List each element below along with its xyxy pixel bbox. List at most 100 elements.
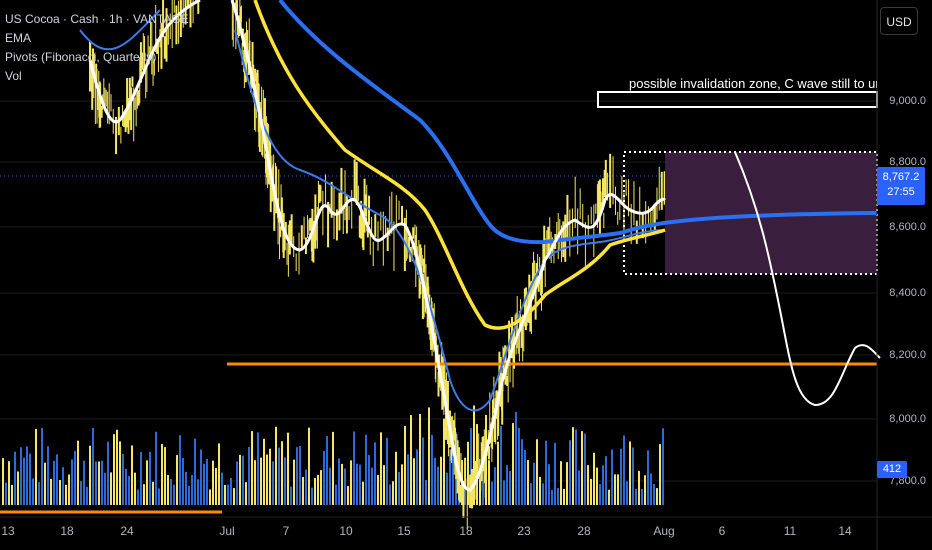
volume-bar: [509, 470, 511, 505]
volume-bar: [335, 484, 337, 505]
volume-bar: [488, 460, 490, 505]
volume-bar: [482, 466, 484, 505]
price-tick: 7,800.0: [889, 475, 926, 487]
volume-bar: [191, 475, 193, 505]
volume-bar: [380, 432, 382, 505]
volume-bar: [656, 488, 658, 505]
volume-bar: [596, 467, 598, 505]
volume-bar: [386, 437, 388, 505]
volume-bar: [629, 441, 631, 505]
volume-bar: [242, 455, 244, 505]
time-tick: 18: [60, 524, 74, 538]
legend-symbol[interactable]: US Cocoa · Cash · 1h · VANTAGE: [5, 12, 189, 26]
volume-bar: [224, 484, 226, 505]
time-tick: 28: [577, 524, 591, 538]
volume-bar: [188, 485, 190, 505]
volume-bar: [68, 474, 70, 505]
volume-bar: [59, 480, 61, 505]
volume-bar: [152, 481, 154, 505]
volume-bar: [446, 472, 448, 505]
volume-bar: [617, 474, 619, 505]
volume-bar: [404, 426, 406, 505]
time-tick: 18: [459, 524, 473, 538]
volume-bar: [173, 484, 175, 505]
volume-bar: [485, 442, 487, 505]
legend-ema[interactable]: EMA: [5, 31, 32, 45]
volume-bar: [230, 477, 232, 505]
volume-bar: [5, 482, 7, 505]
volume-bar: [296, 447, 298, 505]
volume-bar: [638, 470, 640, 505]
volume-bar: [470, 428, 472, 505]
volume-bar: [236, 461, 238, 505]
volume-bar: [287, 432, 289, 505]
volume-bar: [137, 489, 139, 505]
volume-bar: [266, 454, 268, 505]
volume-bar: [35, 428, 37, 505]
volume-bar: [413, 458, 415, 505]
volume-bar: [143, 484, 145, 505]
volume-bar: [350, 460, 352, 505]
ema-white: [88, 0, 667, 492]
time-tick: 13: [1, 524, 15, 538]
volume-bar: [53, 461, 55, 505]
volume-bar: [38, 482, 40, 505]
volume-bar: [155, 431, 157, 505]
volume-bar: [146, 460, 148, 505]
volume-bar: [584, 433, 586, 505]
volume-bar: [530, 483, 532, 505]
volume-bar: [515, 411, 517, 505]
volume-bar: [329, 467, 331, 505]
volume-bar: [158, 488, 160, 505]
volume-bar: [425, 480, 427, 505]
volume-bar: [524, 450, 526, 505]
volume-bar: [251, 431, 253, 505]
time-tick: Jul: [219, 524, 235, 538]
volume-bar: [623, 435, 625, 505]
volume-bar: [500, 426, 502, 505]
volume-bars: [2, 405, 664, 505]
volume-bar: [221, 472, 223, 505]
volume-bar: [116, 429, 118, 505]
volume-bar: [341, 463, 343, 505]
volume-bar: [65, 484, 67, 505]
ema-yellow: [253, 0, 666, 330]
volume-bar: [608, 489, 610, 505]
volume-bar: [371, 467, 373, 505]
volume-bar: [569, 440, 571, 505]
legend-pivots[interactable]: Pivots (Fibonacci, Quarterly): [5, 50, 157, 64]
volume-bar: [356, 463, 358, 505]
legend-vol[interactable]: Vol: [5, 69, 22, 83]
volume-bar: [272, 461, 274, 505]
volume-bar: [347, 486, 349, 505]
currency-button[interactable]: USD: [880, 7, 918, 35]
volume-bar: [659, 444, 661, 505]
time-tick: 10: [339, 524, 353, 538]
volume-bar: [308, 427, 310, 505]
volume-bar: [395, 451, 397, 505]
volume-bar: [497, 441, 499, 505]
volume-bar: [293, 459, 295, 505]
volume-bar: [401, 464, 403, 505]
volume-bar: [83, 460, 85, 505]
volume-bar: [422, 437, 424, 505]
volume-bar: [245, 482, 247, 505]
volume-bar: [302, 476, 304, 505]
volume-bar: [554, 442, 556, 505]
volume-bar: [545, 440, 547, 505]
volume-bar: [452, 438, 454, 505]
volume-bar: [119, 441, 121, 505]
volume-bar: [131, 445, 133, 505]
volume-bar: [491, 481, 493, 505]
volume-bar: [542, 483, 544, 505]
annotation-text[interactable]: possible invalidation zone, C wave still…: [629, 76, 877, 91]
time-tick: 15: [397, 524, 411, 538]
volume-bar: [392, 481, 394, 505]
time-tick: 11: [783, 524, 797, 538]
volume-bar: [269, 448, 271, 505]
volume-bar: [359, 464, 361, 505]
volume-bar: [281, 441, 283, 505]
volume-bar: [11, 484, 13, 505]
